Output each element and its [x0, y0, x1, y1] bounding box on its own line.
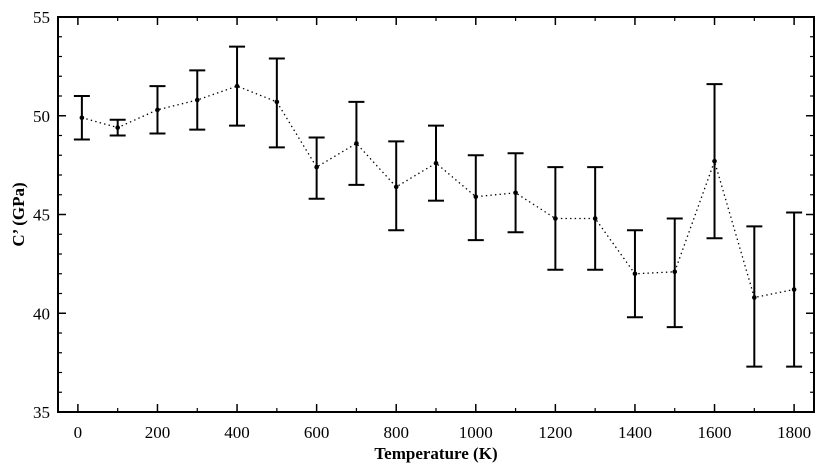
error-bars [73, 45, 803, 368]
y-tick-label: 40 [33, 304, 50, 323]
x-tick-label: 1200 [538, 423, 572, 442]
data-point [592, 216, 598, 221]
x-tick-label: 1400 [618, 423, 652, 442]
series-line [81, 85, 795, 299]
data-point [433, 160, 439, 166]
data-point [115, 125, 120, 130]
data-point [194, 97, 200, 103]
data-point [393, 184, 399, 190]
data-point [553, 216, 558, 221]
data-point [752, 295, 757, 300]
data-point [632, 271, 638, 277]
data-point [791, 287, 797, 292]
x-tick-label: 400 [224, 423, 250, 442]
data-point [712, 158, 717, 164]
y-tick-label: 55 [33, 8, 50, 27]
data-point [314, 164, 319, 170]
plot-frame [57, 16, 815, 413]
data-point [79, 115, 85, 121]
x-tick-label: 600 [304, 423, 330, 442]
data-point [473, 194, 479, 200]
y-axis-ticks: 35 40 45 50 55 [33, 8, 814, 422]
y-tick-label: 35 [33, 403, 50, 422]
data-point [513, 190, 518, 196]
data-point [155, 107, 160, 113]
y-tick-label: 45 [33, 206, 50, 225]
y-tick-label: 50 [33, 107, 50, 126]
x-tick-label: 1000 [459, 423, 493, 442]
x-tick-label: 1600 [698, 423, 732, 442]
data-point [234, 83, 240, 89]
x-tick-label: 1800 [777, 423, 811, 442]
x-tick-label: 0 [74, 423, 83, 442]
data-point [354, 141, 359, 146]
x-axis-title: Temperature (K) [374, 444, 497, 463]
x-axis-ticks: 0 200 400 600 800 1000 1200 1400 1600 1800 [74, 17, 811, 442]
y-axis-title: C’ (GPa) [9, 182, 28, 246]
data-point [274, 99, 280, 105]
data-points [79, 83, 797, 300]
x-tick-label: 800 [383, 423, 409, 442]
x-tick-label: 200 [145, 423, 171, 442]
data-point [672, 269, 678, 275]
